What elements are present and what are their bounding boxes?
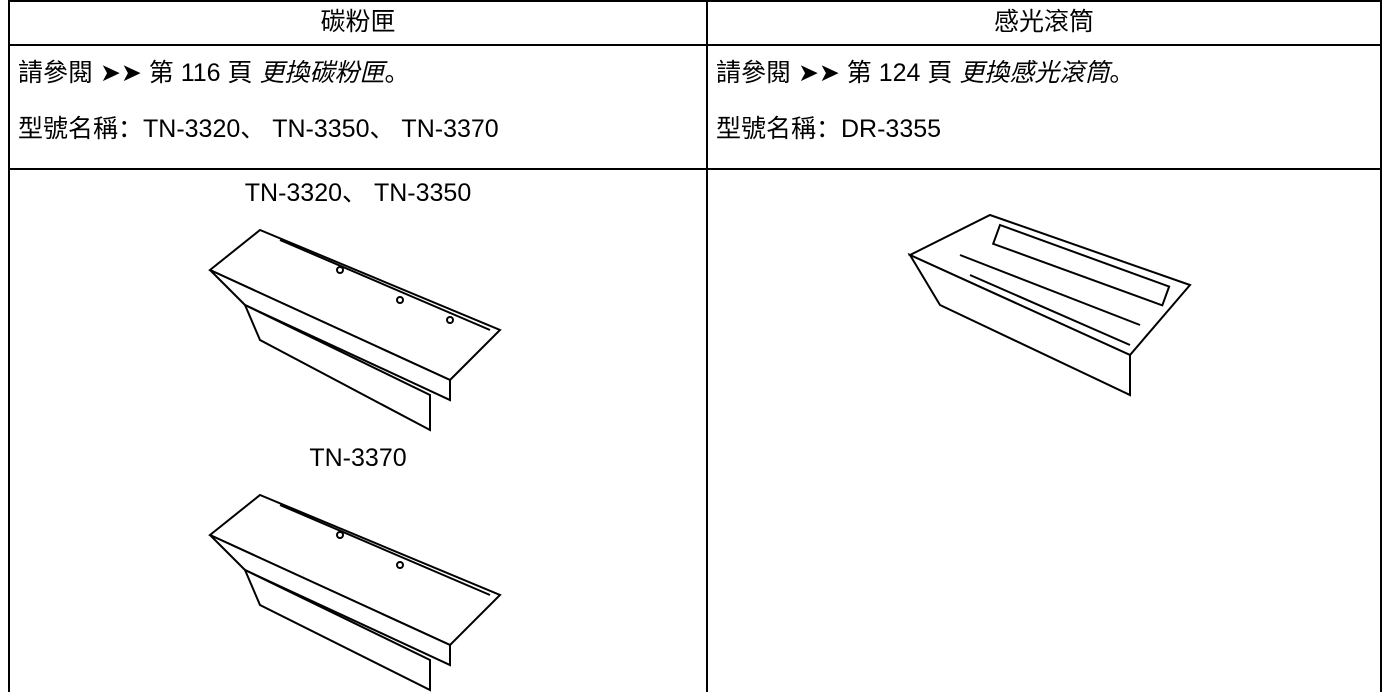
border — [8, 0, 1382, 2]
border — [1380, 0, 1382, 692]
border — [8, 0, 10, 692]
border — [8, 44, 1382, 46]
link-text: 更換感光滾筒 — [959, 59, 1110, 87]
model: 型號名稱：TN-3320、 TN-3350、 TN-3370 — [18, 115, 499, 143]
toner-image — [208, 493, 502, 692]
model: 型號名稱：DR-3355 — [716, 115, 942, 143]
header: 感光滾筒 — [993, 8, 1094, 36]
ref-end: 。 — [1109, 59, 1135, 87]
border — [706, 0, 708, 692]
ref-end: 。 — [384, 59, 410, 87]
header: 碳粉匣 — [320, 8, 396, 36]
toner-image — [208, 228, 502, 432]
border — [8, 168, 1382, 170]
reference: 請參閱 ➤➤ 第 124 頁 更換感光滾筒。 — [716, 58, 1134, 88]
image-label: TN-3370 — [309, 444, 407, 472]
ref-text: 請參閱 ➤➤ 第 116 頁 — [18, 59, 253, 87]
link-text: 更換碳粉匣 — [259, 59, 385, 87]
drum-image — [907, 213, 1192, 397]
image-label: TN-3320、 TN-3350 — [244, 179, 472, 207]
reference: 請參閱 ➤➤ 第 116 頁 更換碳粉匣。 — [18, 58, 410, 88]
ref-text: 請參閱 ➤➤ 第 124 頁 — [716, 59, 953, 87]
